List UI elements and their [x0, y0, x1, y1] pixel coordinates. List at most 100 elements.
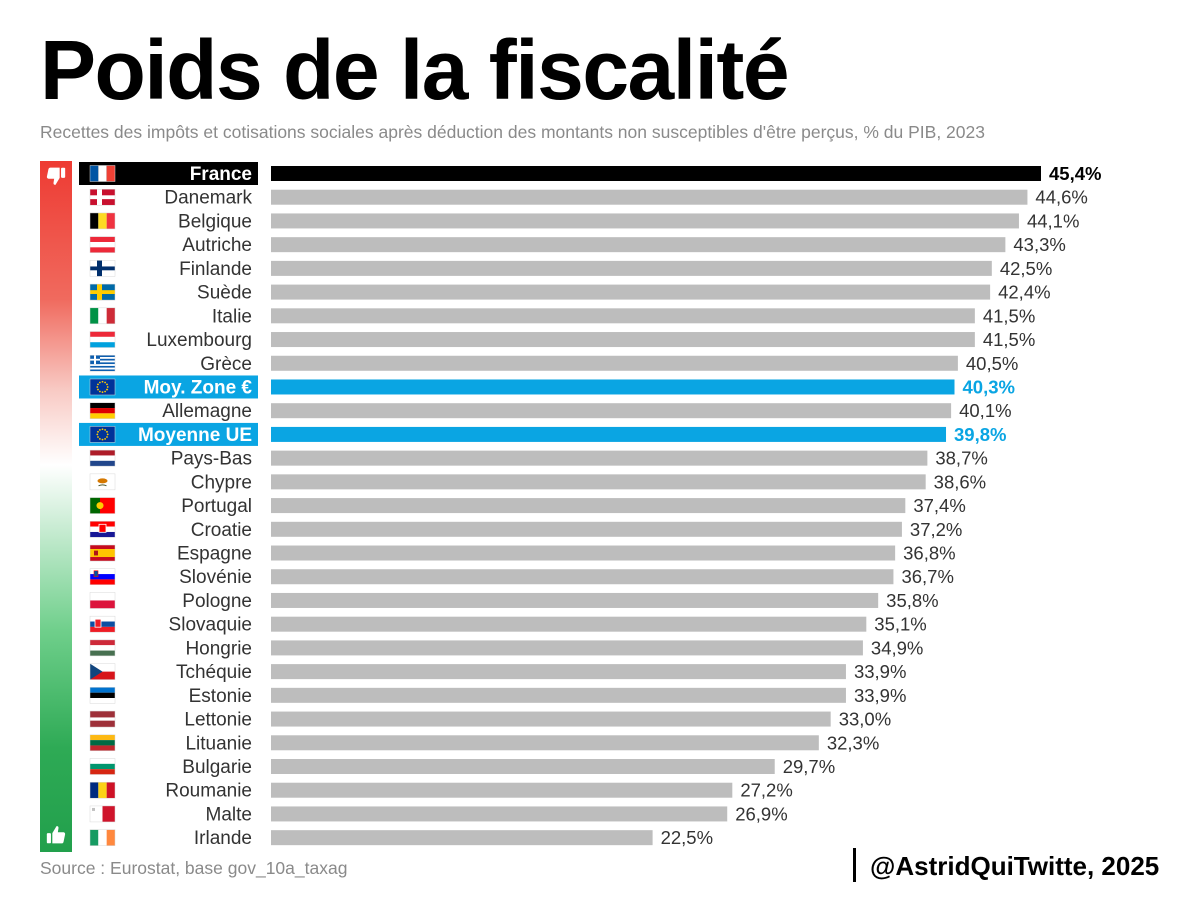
- value-label: 33,9%: [854, 661, 906, 682]
- country-label: Malte: [206, 804, 252, 825]
- bar: [271, 426, 947, 442]
- country-label: Roumanie: [165, 781, 252, 802]
- flag-eu-icon: [89, 426, 116, 443]
- value-label: 36,8%: [903, 543, 955, 564]
- flag-si-icon: [89, 568, 116, 585]
- flag-at-icon: [89, 236, 116, 253]
- bar: [271, 545, 896, 561]
- flag-lu-icon: [89, 331, 116, 348]
- value-label: 37,2%: [910, 519, 962, 540]
- value-label: 43,3%: [1013, 234, 1065, 255]
- country-label: Chypre: [191, 472, 252, 493]
- bar: [271, 355, 958, 371]
- flag-nl-icon: [89, 449, 116, 467]
- country-label: Pays-Bas: [171, 449, 252, 470]
- bar: [271, 166, 1041, 181]
- country-label: Italie: [212, 306, 252, 327]
- bar: [271, 403, 952, 419]
- value-label: 41,5%: [983, 329, 1035, 350]
- value-label: 39,8%: [954, 424, 1006, 445]
- flag-hu-icon: [89, 639, 116, 657]
- bar: [271, 474, 926, 490]
- flag-eu-icon: [89, 378, 116, 396]
- bar: [271, 806, 728, 822]
- bar: [271, 308, 975, 324]
- flag-es-icon: [89, 544, 116, 562]
- value-label: 42,4%: [998, 282, 1050, 303]
- country-label: Luxembourg: [146, 330, 252, 351]
- flag-bg-icon: [89, 758, 116, 775]
- bar: [271, 592, 879, 608]
- credit-divider: [853, 848, 856, 882]
- bar: [271, 735, 819, 751]
- value-label: 22,5%: [661, 827, 713, 848]
- bar: [271, 664, 846, 680]
- bar-row: Luxembourg 41,5%: [89, 329, 1035, 351]
- flag-ee-icon: [89, 687, 116, 704]
- bar: [271, 379, 955, 395]
- highlight-label-background: [79, 162, 258, 185]
- bar-row: Autriche 43,3%: [89, 234, 1066, 256]
- country-label: Espagne: [177, 544, 252, 565]
- value-label: 26,9%: [735, 803, 787, 824]
- value-label: 40,5%: [966, 353, 1018, 374]
- bar: [271, 213, 1019, 229]
- country-label: Bulgarie: [182, 757, 252, 778]
- bar-row: Moyenne UE 39,8%: [79, 422, 1006, 446]
- value-label: 34,9%: [871, 637, 923, 658]
- country-label: Estonie: [189, 686, 252, 707]
- bar-row: Estonie 33,9%: [89, 685, 906, 707]
- flag-mt-icon: [89, 805, 116, 823]
- country-label: Danemark: [164, 188, 252, 209]
- flag-be-icon: [89, 212, 116, 230]
- bar: [271, 782, 733, 798]
- bar: [271, 640, 863, 656]
- flag-fi-icon: [89, 260, 116, 277]
- country-label: Portugal: [181, 496, 252, 517]
- bar: [271, 711, 831, 727]
- author-credit: @AstridQuiTwitte, 2025: [870, 851, 1160, 881]
- bar-row: Hongrie 34,9%: [89, 637, 923, 659]
- bar: [271, 759, 775, 774]
- bar-row: Danemark 44,6%: [89, 187, 1088, 209]
- flag-ro-icon: [89, 781, 116, 799]
- bar: [271, 616, 867, 632]
- flag-se-icon: [89, 283, 116, 301]
- bar: [271, 284, 991, 300]
- bar-row: Portugal 37,4%: [89, 495, 966, 517]
- bar-row: Belgique 44,1%: [89, 210, 1079, 232]
- bar-row: Espagne 36,8%: [89, 543, 956, 565]
- bar-row: Croatie 37,2%: [89, 519, 962, 541]
- bar-row: Lituanie 32,3%: [89, 732, 879, 754]
- bar-row: Tchéquie 33,9%: [89, 661, 906, 683]
- highlight-label-background: [79, 375, 258, 399]
- value-label: 40,3%: [963, 376, 1015, 397]
- value-label: 36,7%: [901, 566, 953, 587]
- value-label: 40,1%: [959, 400, 1011, 421]
- country-label: Slovaquie: [169, 615, 252, 636]
- bar-row: Grèce 40,5%: [89, 353, 1018, 375]
- country-label: Hongrie: [185, 638, 252, 659]
- bar-row: Finlande 42,5%: [89, 258, 1052, 280]
- thumbs-up-icon: [44, 823, 68, 847]
- country-label: Finlande: [179, 259, 252, 280]
- flag-lv-icon: [89, 710, 116, 728]
- country-label: Suède: [197, 283, 252, 304]
- bar-row: Pologne 35,8%: [89, 590, 939, 612]
- bar-row: Chypre 38,6%: [89, 471, 986, 493]
- flag-hr-icon: [89, 521, 116, 538]
- country-label: Moy. Zone €: [144, 377, 253, 398]
- bar-row: Allemagne 40,1%: [89, 400, 1012, 422]
- chart-subtitle: Recettes des impôts et cotisations socia…: [40, 122, 985, 142]
- value-label: 37,4%: [913, 495, 965, 516]
- bar-row: Irlande 22,5%: [89, 827, 713, 849]
- country-label: Irlande: [194, 828, 252, 849]
- value-label: 45,4%: [1049, 163, 1101, 184]
- country-label: Lituanie: [185, 733, 252, 754]
- value-label: 35,8%: [886, 590, 938, 611]
- flag-dk-icon: [89, 188, 116, 206]
- value-label: 27,2%: [740, 780, 792, 801]
- value-label: 38,6%: [934, 471, 986, 492]
- flag-it-icon: [89, 307, 116, 325]
